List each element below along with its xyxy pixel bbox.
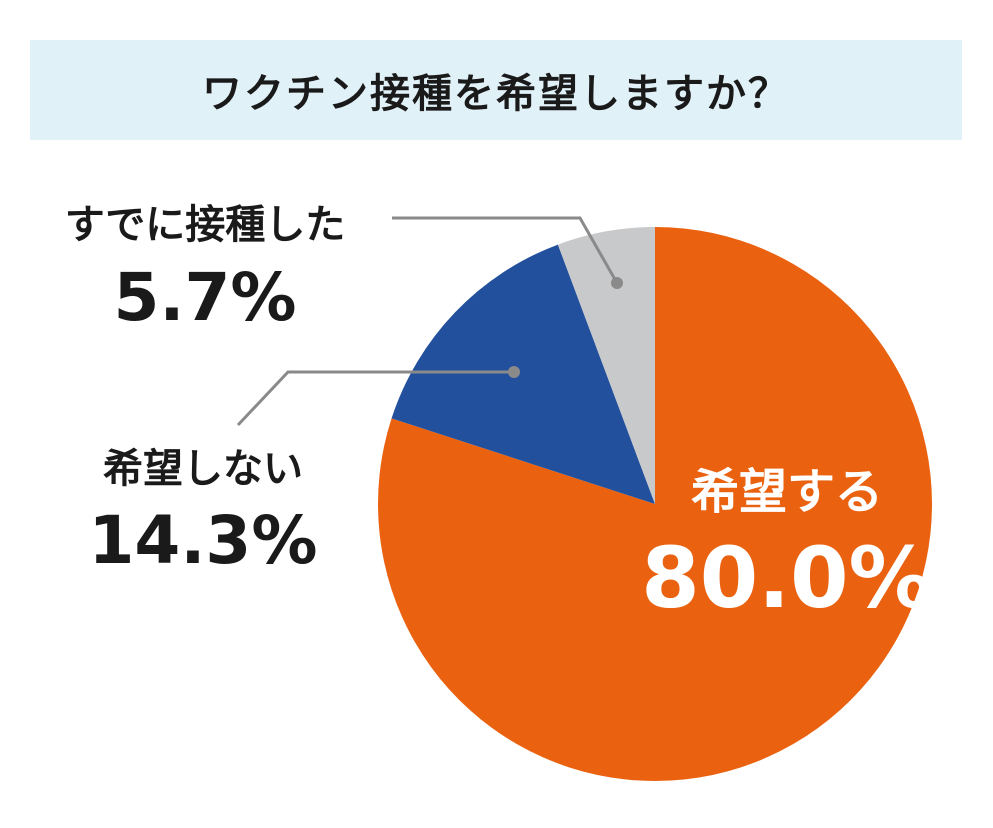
slice-value-kibou-shinai: 14.3% — [89, 502, 318, 579]
leader-line-kibou-shinai — [236, 366, 520, 427]
leader-lines — [236, 216, 623, 427]
slice-label-kibou-shinai: 希望しない — [103, 446, 303, 492]
leader-line-sudeni-sesshu — [392, 216, 623, 289]
slice-label-kibou-suru: 希望する — [691, 464, 883, 520]
slice-value-sudeni-sesshu: 5.7% — [113, 259, 296, 336]
chart-title: ワクチン接種を希望しますか？ — [202, 71, 790, 117]
slice-label-sudeni-sesshu: すでに接種した — [65, 202, 345, 248]
pie-slice-kibou-shinai — [391, 244, 655, 504]
pie-slice-sudeni-sesshu — [557, 227, 655, 504]
slice-value-kibou-suru: 80.0% — [641, 529, 932, 627]
pie-slices — [378, 227, 933, 781]
chart-title-bar: ワクチン接種を希望しますか？ — [30, 40, 962, 140]
pie-slice-kibou-suru — [378, 227, 933, 781]
